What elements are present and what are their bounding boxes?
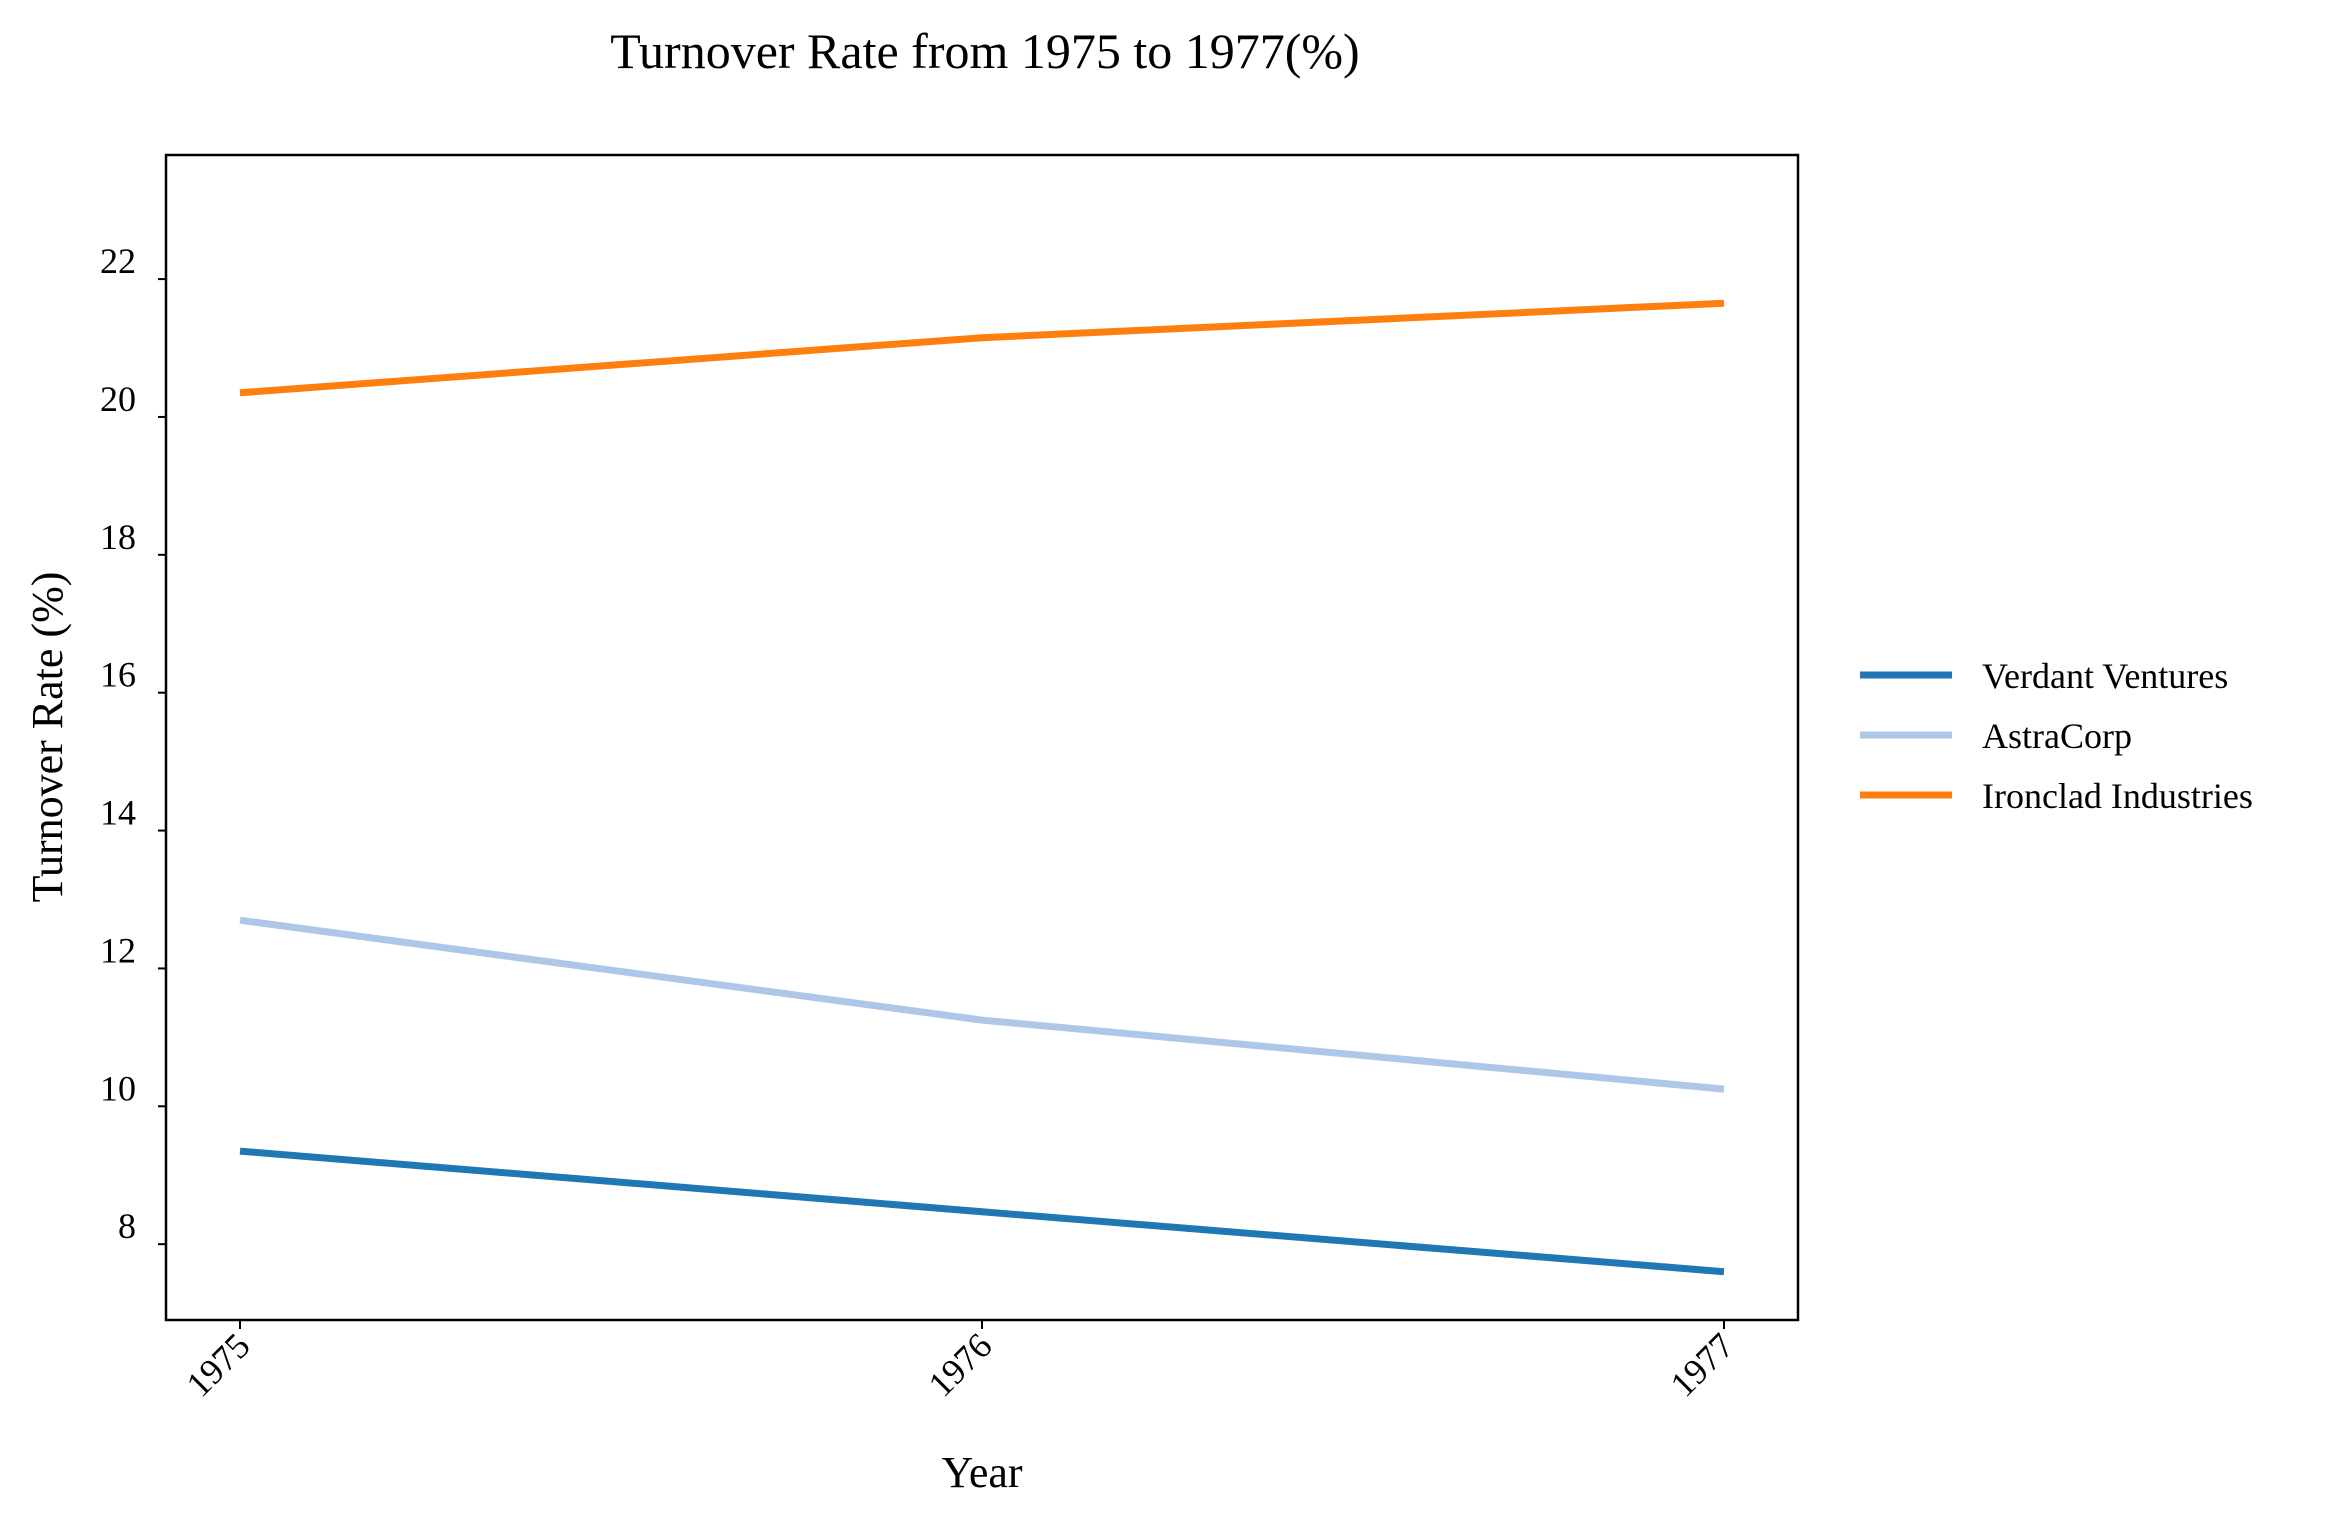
y-axis: 8 10 12 14 16 18 20 22 [100,241,166,1246]
legend: Verdant Ventures AstraCorp Ironclad Indust… [1860,656,2253,816]
series-line-0 [239,1147,1725,1276]
chart-title: Turnover Rate from 1975 to 1977(%) [610,23,1359,79]
y-tick-label: 8 [118,1206,136,1246]
y-tick-label: 14 [100,793,136,833]
y-tick-label: 10 [100,1068,136,1108]
x-axis: 1975 1976 1977 [178,1320,1742,1405]
y-tick-label: 22 [100,241,136,281]
series-lines [239,299,1725,1276]
legend-label: Ironclad Industries [1982,776,2253,816]
legend-label: Verdant Ventures [1982,656,2228,696]
series-line-1 [239,916,1725,1093]
plot-frame [164,153,1800,1322]
x-tick-label: 1977 [1662,1325,1741,1404]
y-tick-label: 18 [100,517,136,557]
y-tick-label: 12 [100,930,136,970]
x-axis-label: Year [941,1448,1022,1497]
y-axis-label: Turnover Rate (%) [23,572,72,903]
x-tick-label: 1975 [178,1325,257,1404]
y-tick-label: 20 [100,379,136,419]
legend-label: AstraCorp [1982,716,2132,756]
series-line-2 [239,299,1725,397]
y-tick-label: 16 [100,655,136,695]
x-tick-label: 1976 [920,1325,999,1404]
